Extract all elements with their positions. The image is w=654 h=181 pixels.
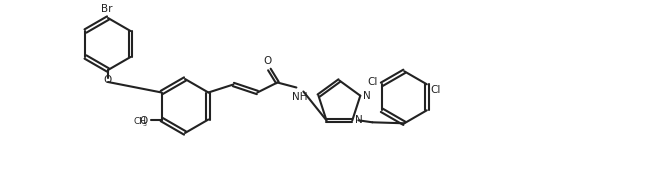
Text: O: O bbox=[264, 56, 271, 66]
Text: N: N bbox=[364, 91, 371, 101]
Text: O: O bbox=[139, 115, 148, 125]
Text: O: O bbox=[104, 75, 112, 85]
Text: NH: NH bbox=[292, 92, 307, 102]
Text: Cl: Cl bbox=[431, 85, 441, 95]
Text: Cl: Cl bbox=[368, 77, 378, 87]
Text: 3: 3 bbox=[143, 123, 146, 127]
Text: CH: CH bbox=[133, 117, 146, 126]
Text: N: N bbox=[355, 115, 363, 125]
Text: Br: Br bbox=[101, 4, 112, 14]
